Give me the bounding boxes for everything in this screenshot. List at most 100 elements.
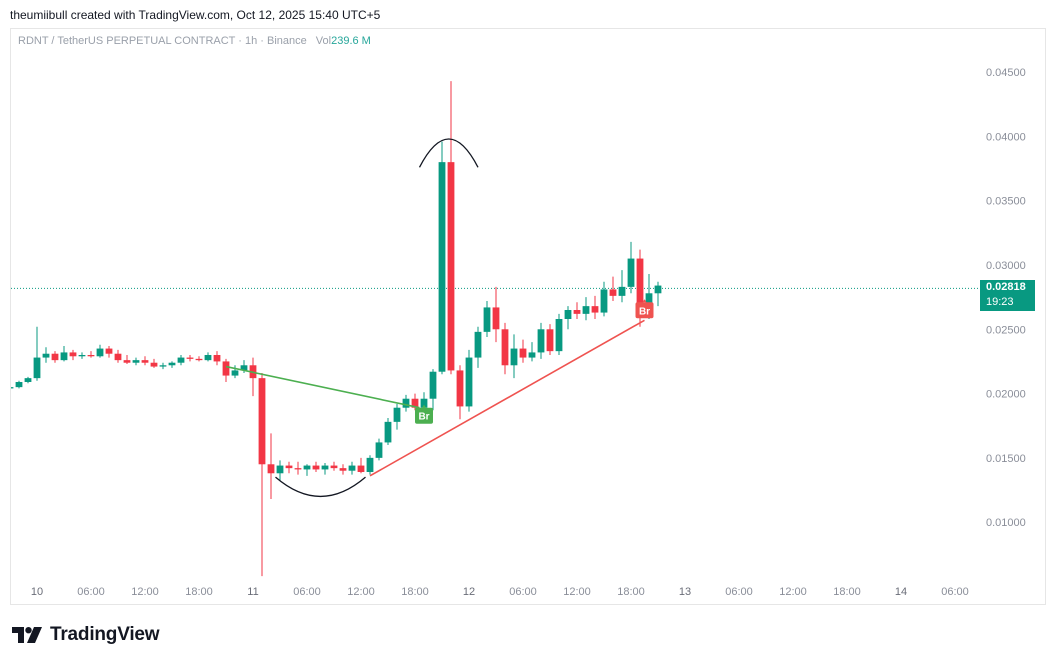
tradingview-logo-icon bbox=[12, 627, 42, 643]
candle-bullish bbox=[555, 319, 563, 352]
x-tick-label: 12:00 bbox=[131, 586, 159, 598]
candle-bullish bbox=[303, 465, 311, 470]
candle-bearish bbox=[285, 465, 293, 469]
red-line bbox=[369, 319, 645, 477]
candle-bearish bbox=[339, 468, 347, 471]
candle-bullish bbox=[483, 307, 491, 332]
candle-bearish bbox=[456, 370, 464, 407]
candle-bullish bbox=[375, 442, 383, 458]
x-tick-label: 10 bbox=[31, 586, 43, 598]
candle-bearish bbox=[258, 378, 266, 465]
candle-bullish bbox=[33, 357, 41, 379]
x-tick-label: 12 bbox=[463, 586, 475, 598]
x-tick-label: 06:00 bbox=[509, 586, 537, 598]
candle-bullish bbox=[366, 457, 374, 472]
x-tick-label: 12:00 bbox=[563, 586, 591, 598]
candle-bearish bbox=[636, 258, 644, 314]
candle-bullish bbox=[618, 286, 626, 296]
candle-bullish bbox=[11, 387, 14, 389]
candle-bullish bbox=[24, 378, 32, 382]
candle-bearish bbox=[330, 465, 338, 469]
candle-bearish bbox=[114, 353, 122, 361]
candle-bearish bbox=[267, 464, 275, 474]
brand[interactable]: TradingView bbox=[12, 624, 160, 646]
candle-bullish bbox=[474, 331, 482, 358]
candle-bullish bbox=[78, 355, 86, 357]
y-tick-label: 0.03500 bbox=[986, 196, 1026, 208]
candle-bearish bbox=[141, 360, 149, 363]
x-tick-label: 18:00 bbox=[185, 586, 213, 598]
last-price-tag: 0.02818 19:23 bbox=[980, 280, 1035, 312]
candle-bullish bbox=[528, 352, 536, 358]
x-tick-label: 06:00 bbox=[77, 586, 105, 598]
br-label-pointer bbox=[642, 299, 647, 303]
candle-bearish bbox=[573, 310, 581, 314]
candle-bearish bbox=[447, 162, 455, 371]
candle-bearish bbox=[105, 348, 113, 354]
x-tick-label: 06:00 bbox=[941, 586, 969, 598]
y-tick-label: 0.01000 bbox=[986, 517, 1026, 529]
candle-bearish bbox=[519, 348, 527, 358]
x-tick-label: 18:00 bbox=[401, 586, 429, 598]
candle-bullish bbox=[429, 371, 437, 399]
header-text: theumiibull created with TradingView.com… bbox=[10, 8, 381, 22]
x-tick-label: 06:00 bbox=[725, 586, 753, 598]
candle-bearish bbox=[195, 358, 203, 361]
candle-bullish bbox=[627, 258, 635, 287]
bottom-arc bbox=[275, 476, 366, 497]
volume-value: 239.6 M bbox=[331, 35, 371, 47]
candle-bearish bbox=[312, 465, 320, 470]
x-tick-label: 18:00 bbox=[833, 586, 861, 598]
candle-bullish bbox=[321, 465, 329, 470]
candle-bullish bbox=[177, 357, 185, 363]
candle-bullish bbox=[60, 352, 68, 361]
candle-bullish bbox=[393, 407, 401, 422]
y-tick-label: 0.04500 bbox=[986, 67, 1026, 79]
candle-bullish bbox=[231, 370, 239, 376]
candle-bullish bbox=[384, 421, 392, 443]
last-price-value: 0.02818 bbox=[986, 281, 1026, 294]
symbol-legend: RDNT / TetherUS PERPETUAL CONTRACT · 1h … bbox=[18, 35, 371, 47]
candle-bullish bbox=[510, 348, 518, 366]
candle-bullish bbox=[420, 398, 428, 408]
candle-bullish bbox=[240, 365, 248, 371]
y-tick-label: 0.02000 bbox=[986, 389, 1026, 401]
brand-name: TradingView bbox=[50, 624, 160, 645]
candle-bullish bbox=[168, 362, 176, 366]
candle-bearish bbox=[87, 355, 95, 357]
green-line bbox=[225, 365, 420, 409]
y-tick-label: 0.04000 bbox=[986, 131, 1026, 143]
br-label-box bbox=[635, 302, 654, 319]
candles bbox=[11, 81, 662, 577]
candle-bearish bbox=[51, 353, 59, 361]
candle-bullish bbox=[465, 357, 473, 407]
br-label-pointer bbox=[422, 404, 426, 408]
candle-bearish bbox=[501, 329, 509, 366]
x-tick-label: 06:00 bbox=[293, 586, 321, 598]
candle-bearish bbox=[492, 307, 500, 330]
candle-bullish bbox=[348, 465, 356, 471]
y-tick-label: 0.01500 bbox=[986, 453, 1026, 465]
candle-bearish bbox=[411, 398, 419, 408]
candle-bullish bbox=[276, 465, 284, 474]
candle-bearish bbox=[213, 355, 221, 362]
br-label-text: Br bbox=[418, 412, 429, 423]
x-tick-label: 14 bbox=[895, 586, 907, 598]
candle-bullish bbox=[42, 353, 50, 358]
volume-label: Vol bbox=[315, 35, 332, 47]
candle-bearish bbox=[69, 352, 77, 357]
x-tick-label: 12:00 bbox=[779, 586, 807, 598]
candle-bullish bbox=[537, 329, 545, 353]
bar-countdown: 19:23 bbox=[986, 296, 1014, 309]
top-arc bbox=[418, 138, 479, 168]
y-tick-label: 0.03000 bbox=[986, 260, 1026, 272]
candle-bearish bbox=[123, 360, 131, 363]
chart-header: theumiibull created with TradingView.com… bbox=[10, 8, 380, 22]
candle-bullish bbox=[96, 348, 104, 357]
br-label-box bbox=[415, 407, 433, 424]
candle-bullish bbox=[402, 398, 410, 408]
candle-bearish bbox=[222, 361, 230, 376]
candle-bearish bbox=[546, 329, 554, 352]
br-label-text: Br bbox=[639, 306, 650, 317]
